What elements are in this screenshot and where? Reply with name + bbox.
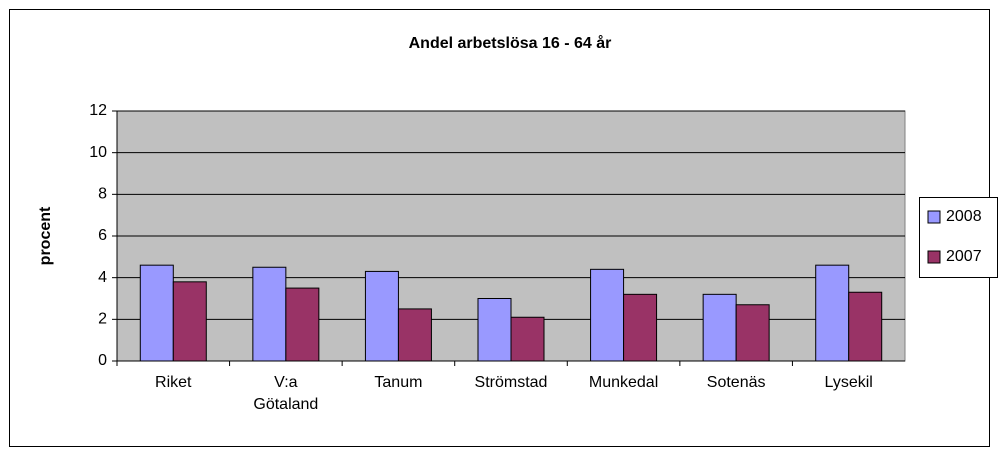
y-tick-label: 2 bbox=[98, 311, 107, 328]
y-tick-label: 8 bbox=[98, 186, 107, 203]
x-tick-label: Munkedal bbox=[588, 374, 659, 391]
bar bbox=[735, 304, 770, 362]
y-tick-label: 12 bbox=[89, 102, 107, 119]
legend-swatch bbox=[927, 250, 941, 264]
y-tick-label: 0 bbox=[98, 352, 107, 369]
y-tick-label: 4 bbox=[98, 269, 107, 286]
bar bbox=[510, 316, 545, 362]
x-tick-label: Strömstad bbox=[474, 374, 548, 391]
bar bbox=[364, 270, 399, 362]
x-tick-label: Lysekil bbox=[824, 374, 873, 391]
bar bbox=[815, 264, 850, 362]
bar bbox=[848, 291, 883, 362]
x-tick-label: Sotenäs bbox=[706, 374, 766, 391]
y-tick-label: 6 bbox=[98, 227, 107, 244]
bar bbox=[702, 293, 737, 362]
bar bbox=[397, 308, 432, 362]
chart-title: Andel arbetslösa 16 - 64 år bbox=[409, 34, 612, 52]
bar bbox=[477, 298, 512, 362]
bar bbox=[623, 293, 658, 362]
y-tick-label: 10 bbox=[89, 144, 107, 161]
y-axis-label: procent bbox=[37, 206, 54, 265]
legend-label: 2007 bbox=[946, 248, 982, 265]
bar bbox=[252, 266, 287, 362]
x-tick-label: V:a Götaland bbox=[253, 374, 319, 413]
legend-swatch bbox=[927, 210, 941, 224]
legend-label: 2008 bbox=[946, 208, 982, 225]
x-tick-label: Riket bbox=[155, 374, 192, 391]
bar bbox=[590, 268, 625, 362]
bar bbox=[172, 281, 207, 362]
bar bbox=[285, 287, 320, 362]
x-tick-label: Tanum bbox=[374, 374, 423, 391]
bar bbox=[139, 264, 174, 362]
